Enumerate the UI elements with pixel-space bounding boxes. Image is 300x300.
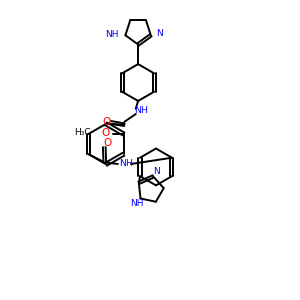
Text: O: O xyxy=(103,117,111,127)
Text: N: N xyxy=(153,167,160,176)
Text: NH: NH xyxy=(134,106,148,115)
Text: NH: NH xyxy=(130,199,144,208)
Text: NH: NH xyxy=(105,30,119,39)
Text: H₃C: H₃C xyxy=(74,128,91,137)
Text: N: N xyxy=(156,29,163,38)
Text: O: O xyxy=(102,128,110,138)
Text: O: O xyxy=(104,138,112,148)
Text: NH: NH xyxy=(119,159,133,168)
